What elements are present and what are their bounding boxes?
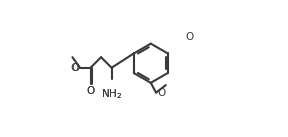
Text: O: O (86, 86, 95, 96)
Text: NH$_2$: NH$_2$ (101, 87, 122, 101)
Text: O: O (158, 88, 166, 98)
Text: O: O (72, 63, 80, 73)
Text: O: O (71, 63, 79, 73)
Text: NH$_2$: NH$_2$ (101, 87, 122, 101)
Text: O: O (86, 86, 95, 96)
Text: O: O (185, 32, 194, 42)
